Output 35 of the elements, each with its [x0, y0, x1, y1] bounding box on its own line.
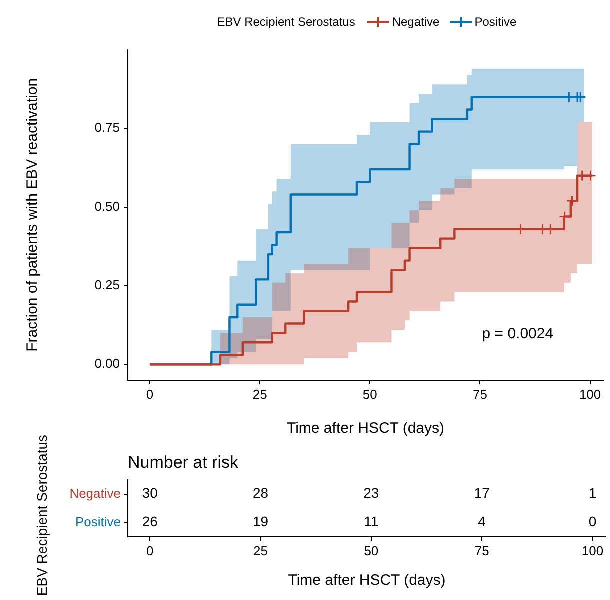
y-tick-label: 0.75: [94, 120, 120, 136]
y-axis-title: Fraction of patients with EBV reactivation: [24, 78, 42, 352]
x-axis-title: Time after HSCT (days): [288, 572, 446, 590]
x-tick-label: 100: [582, 543, 604, 558]
x-tick-label: 50: [364, 543, 379, 558]
data-label: 28: [252, 485, 269, 502]
chart-title: Number at risk: [128, 453, 240, 472]
x-tick-label: 75: [472, 386, 488, 402]
legend-label: Negative: [392, 14, 440, 29]
data-label: 26: [142, 514, 158, 530]
x-tick-label: 100: [579, 386, 602, 402]
data-label: 11: [364, 514, 379, 530]
data-label: 17: [474, 485, 490, 502]
data-label: 23: [364, 485, 380, 502]
x-tick-label: 0: [146, 386, 154, 402]
x-axis-title: Time after HSCT (days): [286, 420, 445, 438]
legend-label: Positive: [474, 14, 517, 29]
data-label: 19: [252, 514, 269, 530]
legend-title: EBV Recipient Serostatus: [217, 14, 356, 29]
x-tick-label: 25: [254, 543, 268, 558]
y-tick-label: 0.00: [94, 356, 120, 372]
x-tick-label: 25: [252, 386, 268, 402]
data-label: 4: [478, 514, 486, 530]
x-tick-label: 0: [146, 543, 154, 558]
x-tick-label: 50: [362, 386, 378, 402]
y-axis-title: EBV Recipient Serostatus: [34, 434, 50, 596]
y-tick-label: 0.25: [94, 278, 120, 293]
data-label: 1: [588, 485, 597, 502]
data-label: 30: [142, 485, 158, 502]
y-tick-label: 0.50: [94, 198, 120, 214]
y-tick-label: Negative: [70, 486, 121, 501]
data-label: 0: [588, 514, 597, 530]
annotation: p = 0.0024: [482, 325, 554, 342]
y-tick-label: Positive: [75, 514, 121, 530]
x-tick-label: 75: [474, 543, 490, 558]
